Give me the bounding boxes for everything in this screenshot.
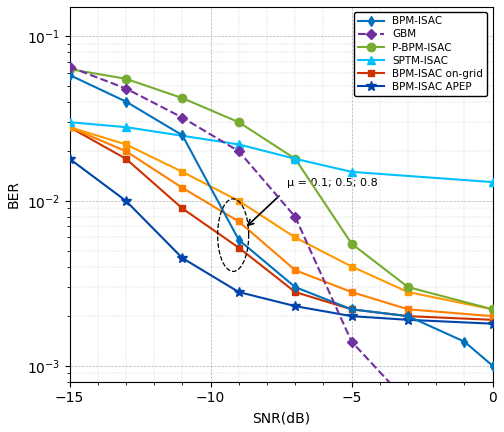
Text: μ = 0.1; 0.5; 0.8: μ = 0.1; 0.5; 0.8 (287, 178, 377, 188)
P-BPM-ISAC (405, 285, 411, 290)
GBM (349, 339, 355, 344)
BPM-ISAC APEP (236, 289, 242, 295)
SPTM-ISAC (490, 180, 496, 185)
GBM (236, 149, 242, 154)
BPM-ISAC on-grid (179, 206, 185, 211)
Line: P-BPM-ISAC: P-BPM-ISAC (66, 65, 497, 314)
SPTM-ISAC (123, 124, 129, 130)
BPM-ISAC on-grid (490, 317, 496, 322)
BPM-ISAC APEP (123, 198, 129, 203)
SPTM-ISAC (236, 142, 242, 147)
Y-axis label: BER: BER (7, 181, 21, 208)
BPM-ISAC APEP (179, 255, 185, 260)
X-axis label: SNR(dB): SNR(dB) (252, 411, 310, 425)
BPM-ISAC (292, 285, 298, 290)
SPTM-ISAC (292, 156, 298, 162)
Line: GBM: GBM (66, 63, 496, 432)
BPM-ISAC (179, 133, 185, 138)
BPM-ISAC APEP (292, 304, 298, 309)
P-BPM-ISAC (236, 120, 242, 125)
BPM-ISAC (462, 339, 468, 344)
BPM-ISAC on-grid (123, 156, 129, 162)
BPM-ISAC (236, 237, 242, 242)
BPM-ISAC on-grid (292, 289, 298, 295)
Line: BPM-ISAC APEP: BPM-ISAC APEP (65, 154, 497, 329)
BPM-ISAC (490, 363, 496, 368)
Line: BPM-ISAC on-grid: BPM-ISAC on-grid (66, 124, 496, 323)
P-BPM-ISAC (292, 156, 298, 162)
P-BPM-ISAC (179, 95, 185, 101)
SPTM-ISAC (67, 120, 73, 125)
P-BPM-ISAC (490, 307, 496, 312)
BPM-ISAC on-grid (236, 245, 242, 250)
BPM-ISAC (405, 314, 411, 319)
GBM (179, 115, 185, 120)
GBM (292, 214, 298, 219)
Line: BPM-ISAC: BPM-ISAC (66, 71, 496, 370)
BPM-ISAC APEP (490, 321, 496, 326)
GBM (123, 86, 129, 91)
P-BPM-ISAC (349, 241, 355, 246)
P-BPM-ISAC (123, 76, 129, 81)
BPM-ISAC on-grid (349, 307, 355, 312)
GBM (67, 64, 73, 70)
BPM-ISAC (123, 99, 129, 104)
SPTM-ISAC (349, 169, 355, 175)
BPM-ISAC on-grid (405, 314, 411, 319)
BPM-ISAC (349, 307, 355, 312)
BPM-ISAC on-grid (67, 124, 73, 130)
GBM (405, 400, 411, 405)
BPM-ISAC APEP (349, 314, 355, 319)
BPM-ISAC APEP (67, 156, 73, 162)
P-BPM-ISAC (67, 67, 73, 72)
BPM-ISAC (67, 73, 73, 78)
Line: SPTM-ISAC: SPTM-ISAC (66, 118, 497, 186)
BPM-ISAC APEP (405, 317, 411, 322)
Legend: BPM-ISAC, GBM, P-BPM-ISAC, SPTM-ISAC, BPM-ISAC on-grid, BPM-ISAC APEP: BPM-ISAC, GBM, P-BPM-ISAC, SPTM-ISAC, BP… (354, 12, 487, 96)
